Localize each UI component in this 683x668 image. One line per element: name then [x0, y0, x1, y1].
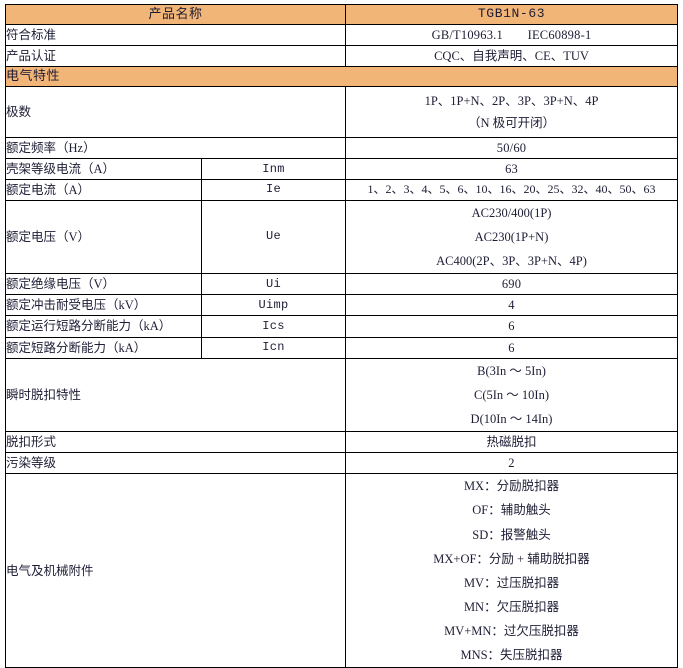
row-value-trip-curve: B(3In ～ 5In) C(5In ～ 10In) D(10In ～ 14In… — [345, 357, 679, 433]
row-value-rated-current: 1、2、3、4、5、6、10、16、20、25、32、40、50、63 — [345, 179, 679, 201]
accessory-sd: SD：报警触头 — [472, 527, 551, 542]
service-breaking-value: 6 — [508, 319, 515, 334]
standard-gb: GB/T10963.1 — [431, 27, 503, 42]
row-label-trip-type: 脱扣形式 — [4, 431, 347, 454]
trip-curve-d: D(10In ～ 14In) — [470, 411, 553, 426]
voltage-1p: AC230/400(1P) — [471, 205, 552, 220]
rated-current-list: 1、2、3、4、5、6、10、16、20、25、32、40、50、63 — [367, 182, 656, 197]
frame-current-value: 63 — [505, 162, 518, 177]
row-value-standards: GB/T10963.1 IEC60898-1 — [345, 23, 679, 46]
row-value-impulse-voltage: 4 — [345, 294, 679, 317]
row-value-service-breaking: 6 — [345, 315, 679, 338]
row-label-frequency: 额定频率（Hz） — [4, 137, 347, 160]
frequency-value: 50/60 — [496, 141, 527, 156]
voltage-1pn: AC230(1P+N) — [474, 229, 549, 244]
accessory-mv-mn: MV+MN：过欠压脱扣器 — [444, 624, 579, 639]
certification-list: CQC、自我声明、CE、TUV — [434, 48, 589, 63]
row-symbol-inm: Inm — [200, 158, 347, 181]
row-value-rated-voltage: AC230/400(1P) AC230(1P+N) AC400(2P、3P、3P… — [345, 199, 679, 275]
row-value-certification: CQC、自我声明、CE、TUV — [345, 44, 679, 68]
row-value-accessories: MX：分励脱扣器 OF：辅助触头 SD：报警触头 MX+OF：分励 + 辅助脱扣… — [345, 473, 679, 668]
table-row: 电气及机械附件 MX：分励脱扣器 OF：辅助触头 SD：报警触头 MX+OF：分… — [4, 473, 679, 668]
row-label-standards: 符合标准 — [4, 23, 347, 46]
trip-curve-b: B(3In ～ 5In) — [477, 363, 546, 378]
row-label-ultimate-breaking: 额定短路分断能力（kA） — [5, 336, 202, 359]
row-value-frequency: 50/60 — [345, 137, 679, 160]
table-row: 额定频率（Hz） 50/60 — [4, 137, 679, 160]
row-value-pollution-degree: 2 — [345, 452, 679, 475]
table-row: 壳架等级电流（A） Inm 63 — [5, 158, 679, 181]
row-label-trip-curve: 瞬时脱扣特性 — [4, 357, 347, 433]
row-symbol-ie: Ie — [200, 179, 347, 201]
accessory-mx: MX：分励脱扣器 — [463, 479, 560, 494]
row-value-poles: 1P、1P+N、2P、3P、3P+N、4P （N 极可开闭） — [345, 85, 679, 139]
table-row: 额定电流（A） Ie 1、2、3、4、5、6、10、16、20、25、32、40… — [5, 179, 679, 201]
header-product-model: TGB1N-63 — [345, 4, 679, 25]
poles-note: （N 极可开闭） — [467, 116, 556, 131]
table-row: 额定绝缘电压（V） Ui 690 — [5, 273, 679, 296]
accessory-mv: MV：过压脱扣器 — [463, 575, 560, 590]
trip-curve-c: C(5In ～ 10In) — [474, 387, 550, 402]
row-label-pollution-degree: 污染等级 — [4, 452, 347, 475]
accessory-of: OF：辅助触头 — [472, 503, 551, 518]
row-label-rated-current: 额定电流（A） — [5, 179, 202, 201]
accessory-mn: MN：欠压脱扣器 — [463, 599, 560, 614]
table-row: 额定冲击耐受电压（kV） Uimp 4 — [5, 294, 679, 317]
impulse-voltage-value: 4 — [508, 298, 515, 313]
ultimate-breaking-value: 6 — [508, 340, 515, 355]
table-row: 产品认证 CQC、自我声明、CE、TUV — [4, 44, 679, 68]
product-spec-table: 产品名称 TGB1N-63 符合标准 GB/T10963.1 IEC60898-… — [4, 4, 679, 668]
table-row: 脱扣形式 热磁脱扣 — [4, 431, 679, 454]
row-label-service-breaking: 额定运行短路分断能力（kA） — [5, 315, 202, 338]
row-label-accessories: 电气及机械附件 — [4, 473, 347, 668]
standard-iec: IEC60898-1 — [527, 27, 592, 42]
row-value-ultimate-breaking: 6 — [345, 336, 679, 359]
row-label-frame-current: 壳架等级电流（A） — [5, 158, 202, 181]
row-symbol-uimp: Uimp — [200, 294, 347, 317]
poles-options: 1P、1P+N、2P、3P、3P+N、4P — [424, 93, 599, 108]
row-label-rated-voltage: 额定电压（V） — [5, 199, 202, 275]
row-symbol-ics: Ics — [200, 315, 347, 338]
row-value-frame-current: 63 — [345, 158, 679, 181]
table-row: 符合标准 GB/T10963.1 IEC60898-1 — [4, 23, 679, 46]
row-label-insulation-voltage: 额定绝缘电压（V） — [5, 273, 202, 296]
table-row: 额定运行短路分断能力（kA） Ics 6 — [5, 315, 679, 338]
accessory-mx-of: MX+OF：分励 + 辅助脱扣器 — [433, 551, 590, 566]
row-symbol-icn: Icn — [200, 336, 347, 359]
table-row: 额定电压（V） Ue AC230/400(1P) AC230(1P+N) AC4… — [5, 199, 679, 275]
accessory-mns: MNS：失压脱扣器 — [460, 648, 563, 663]
row-label-poles: 极数 — [4, 85, 347, 139]
row-label-certification: 产品认证 — [4, 44, 347, 68]
header-product-name-label: 产品名称 — [4, 4, 347, 25]
row-value-insulation-voltage: 690 — [345, 273, 679, 296]
section-band-row: 电气特性 — [4, 66, 679, 87]
pollution-degree-value: 2 — [508, 456, 515, 471]
table-row: 极数 1P、1P+N、2P、3P、3P+N、4P （N 极可开闭） — [4, 85, 679, 139]
table-row: 污染等级 2 — [4, 452, 679, 475]
table-row: 瞬时脱扣特性 B(3In ～ 5In) C(5In ～ 10In) D(10In… — [4, 357, 679, 433]
row-label-impulse-voltage: 额定冲击耐受电压（kV） — [5, 294, 202, 317]
row-symbol-ue: Ue — [200, 199, 347, 275]
voltage-multipole: AC400(2P、3P、3P+N、4P) — [436, 254, 587, 269]
spec-sheet-page: 产品名称 TGB1N-63 符合标准 GB/T10963.1 IEC60898-… — [4, 4, 679, 668]
row-symbol-ui: Ui — [200, 273, 347, 296]
insulation-voltage-value: 690 — [501, 277, 522, 292]
trip-type-value: 热磁脱扣 — [486, 435, 537, 450]
section-title-electrical: 电气特性 — [4, 66, 679, 87]
table-header-row: 产品名称 TGB1N-63 — [4, 4, 679, 25]
table-row: 额定短路分断能力（kA） Icn 6 — [5, 336, 679, 359]
row-value-trip-type: 热磁脱扣 — [345, 431, 679, 454]
